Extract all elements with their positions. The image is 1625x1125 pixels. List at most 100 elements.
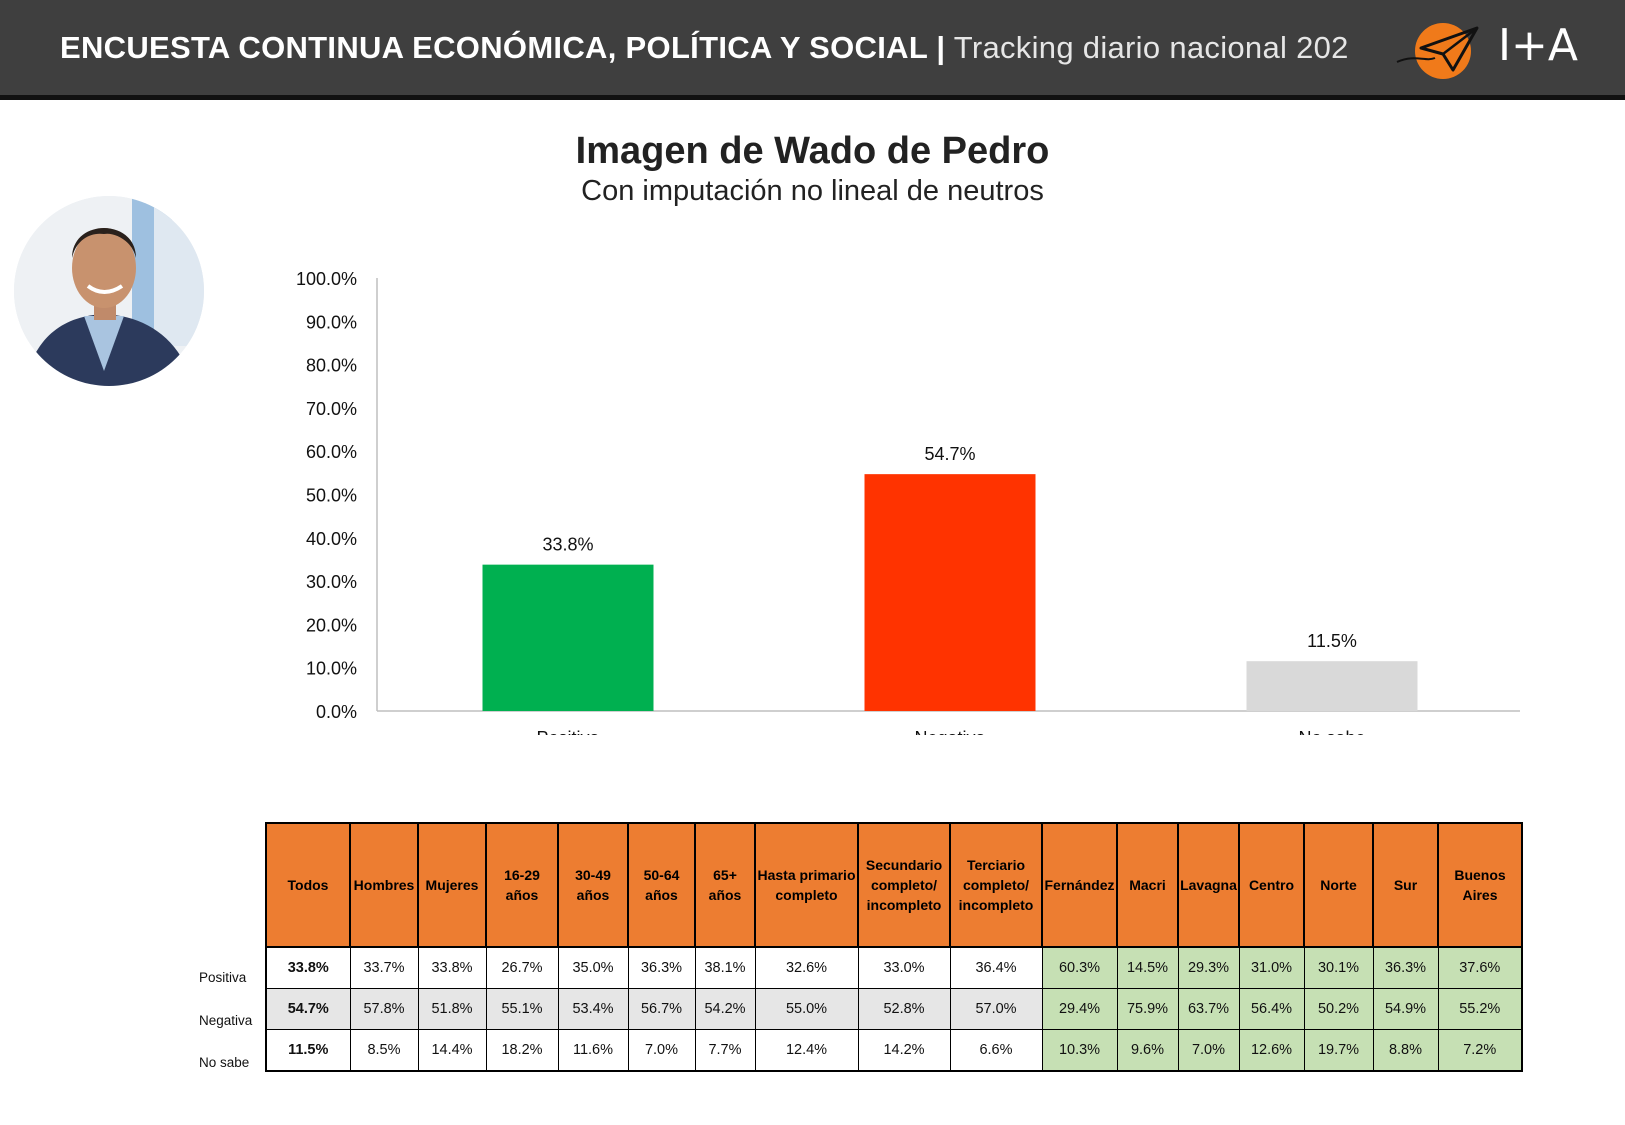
col-header-sur: Sur	[1372, 822, 1439, 948]
header-title: ENCUESTA CONTINUA ECONÓMICA, POLÍTICA Y …	[60, 30, 1349, 66]
table-cell: 29.3%	[1177, 946, 1240, 989]
col-header-terciario: Terciario completo/ incompleto	[949, 822, 1043, 948]
col-header-norte: Norte	[1303, 822, 1374, 948]
col-header-mujeres: Mujeres	[417, 822, 487, 948]
brand-logo: I+A	[1498, 20, 1578, 71]
data-label: 11.5%	[1307, 631, 1357, 651]
table-cell: 51.8%	[417, 988, 487, 1030]
row-label-no-sabe: No sabe	[199, 1055, 250, 1070]
table-cell: 36.3%	[1372, 946, 1439, 989]
table-row: 33.8% 33.7% 33.8% 26.7% 35.0% 36.3% 38.1% 32.6%…	[265, 946, 1523, 989]
chart-subtitle: Con imputación no lineal de neutros	[581, 175, 1044, 207]
header-title-light: Tracking diario nacional 202	[953, 30, 1349, 65]
table-cell: 11.6%	[557, 1029, 629, 1072]
y-tick-label: 80.0%	[306, 356, 357, 376]
table-cell: 54.2%	[694, 988, 756, 1030]
table-cell: 30.1%	[1303, 946, 1374, 989]
table-cell: 63.7%	[1177, 988, 1240, 1030]
col-header-buenos-aires: Buenos Aires	[1437, 822, 1523, 948]
table-cell: 52.8%	[857, 988, 951, 1030]
table-cell: 33.0%	[857, 946, 951, 989]
bar-no-sabe	[1246, 661, 1418, 711]
col-header-fernandez: Fernández	[1041, 822, 1118, 948]
table-cell: 8.5%	[349, 1029, 419, 1072]
table-cell: 7.7%	[694, 1029, 756, 1072]
col-header-secundario: Secundario completo/ incompleto	[857, 822, 951, 948]
table-cell: 32.6%	[754, 946, 859, 989]
col-header-todos: Todos	[265, 822, 351, 948]
table-cell: 33.8%	[265, 946, 351, 989]
header-title-bold: ENCUESTA CONTINUA ECONÓMICA, POLÍTICA Y …	[60, 30, 946, 65]
table-row: 54.7% 57.8% 51.8% 55.1% 53.4% 56.7% 54.2% 55.0%…	[265, 988, 1523, 1030]
table-cell: 14.4%	[417, 1029, 487, 1072]
table-cell: 56.4%	[1238, 988, 1305, 1030]
table-cell: 12.6%	[1238, 1029, 1305, 1072]
table-cell: 14.2%	[857, 1029, 951, 1072]
table-cell: 12.4%	[754, 1029, 859, 1072]
table-cell: 36.4%	[949, 946, 1043, 989]
bar-positiva	[482, 564, 654, 711]
table-cell: 7.0%	[1177, 1029, 1240, 1072]
y-tick-label: 20.0%	[306, 615, 357, 635]
table-header-row: Todos Hombres Mujeres 16-29 años 30-49 a…	[265, 822, 1523, 948]
table-cell: 36.3%	[627, 946, 696, 989]
chart-title: Imagen de Wado de Pedro	[575, 130, 1050, 172]
col-header-16-29: 16-29 años	[485, 822, 559, 948]
row-label-negativa: Negativa	[199, 1013, 253, 1028]
table-cell: 35.0%	[557, 946, 629, 989]
table-row: 11.5% 8.5% 14.4% 18.2% 11.6% 7.0% 7.7% 12.4% 14.…	[265, 1029, 1523, 1072]
table-cell: 57.0%	[949, 988, 1043, 1030]
row-label-positiva: Positiva	[199, 970, 247, 985]
table-cell: 38.1%	[694, 946, 756, 989]
table-cell: 14.5%	[1116, 946, 1179, 989]
table-cell: 29.4%	[1041, 988, 1118, 1030]
x-tick-label: Negativa	[914, 728, 986, 735]
table-cell: 55.0%	[754, 988, 859, 1030]
table-cell: 33.8%	[417, 946, 487, 989]
col-header-65plus: 65+ años	[694, 822, 756, 948]
table-cell: 75.9%	[1116, 988, 1179, 1030]
y-tick-label: 90.0%	[306, 312, 357, 332]
col-header-centro: Centro	[1238, 822, 1305, 948]
table-cell: 33.7%	[349, 946, 419, 989]
header-bar: ENCUESTA CONTINUA ECONÓMICA, POLÍTICA Y …	[0, 0, 1625, 100]
y-tick-label: 60.0%	[306, 442, 357, 462]
table-cell: 18.2%	[485, 1029, 559, 1072]
table-cell: 60.3%	[1041, 946, 1118, 989]
col-header-lavagna: Lavagna	[1177, 822, 1240, 948]
paper-plane-sun-logo-icon	[1396, 23, 1479, 79]
col-header-macri: Macri	[1116, 822, 1179, 948]
x-tick-label: No sabe	[1298, 728, 1365, 735]
table-cell: 53.4%	[557, 988, 629, 1030]
col-header-50-64: 50-64 años	[627, 822, 696, 948]
table-cell: 37.6%	[1437, 946, 1523, 989]
table-cell: 26.7%	[485, 946, 559, 989]
col-header-30-49: 30-49 años	[557, 822, 629, 948]
table-cell: 9.6%	[1116, 1029, 1179, 1072]
breakdown-table: Todos Hombres Mujeres 16-29 años 30-49 a…	[265, 822, 1523, 1072]
table-cell: 11.5%	[265, 1029, 351, 1072]
table-cell: 56.7%	[627, 988, 696, 1030]
bar-chart: 0.0% 10.0% 20.0% 30.0% 40.0% 50.0% 60.0% 70.0% 8…	[296, 269, 1520, 735]
data-label: 54.7%	[924, 444, 975, 464]
portrait-image	[14, 196, 204, 386]
bar-negativa	[864, 474, 1036, 711]
table-cell: 31.0%	[1238, 946, 1305, 989]
col-header-primario: Hasta primario completo	[754, 822, 859, 948]
table-cell: 55.1%	[485, 988, 559, 1030]
y-tick-label: 100.0%	[296, 269, 357, 289]
col-header-hombres: Hombres	[349, 822, 419, 948]
y-tick-label: 30.0%	[306, 572, 357, 592]
table-cell: 7.0%	[627, 1029, 696, 1072]
table-cell: 55.2%	[1437, 988, 1523, 1030]
y-tick-label: 10.0%	[306, 659, 357, 679]
table-cell: 6.6%	[949, 1029, 1043, 1072]
portrait-photo	[14, 196, 204, 386]
y-tick-label: 70.0%	[306, 399, 357, 419]
table-cell: 57.8%	[349, 988, 419, 1030]
table-cell: 19.7%	[1303, 1029, 1374, 1072]
table-cell: 8.8%	[1372, 1029, 1439, 1072]
table-cell: 54.7%	[265, 988, 351, 1030]
table-cell: 50.2%	[1303, 988, 1374, 1030]
y-tick-label: 40.0%	[306, 529, 357, 549]
